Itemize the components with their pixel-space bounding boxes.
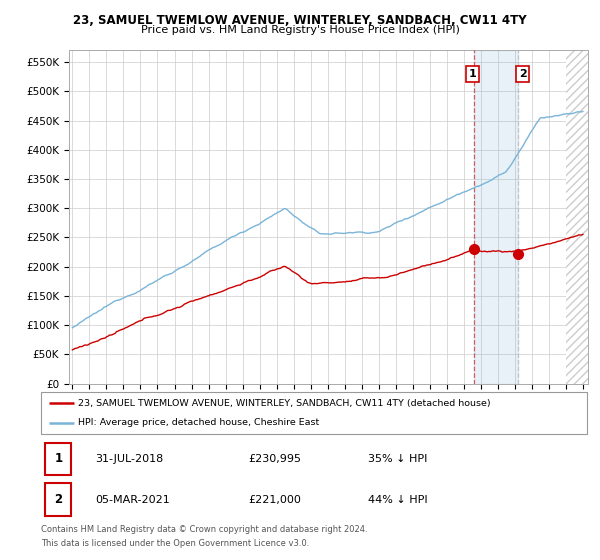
Text: 2: 2: [519, 69, 527, 79]
Text: 2: 2: [54, 493, 62, 506]
Text: 35% ↓ HPI: 35% ↓ HPI: [368, 454, 428, 464]
Text: £230,995: £230,995: [248, 454, 301, 464]
FancyBboxPatch shape: [45, 442, 71, 475]
FancyBboxPatch shape: [41, 392, 587, 434]
Text: 31-JUL-2018: 31-JUL-2018: [95, 454, 164, 464]
Text: 1: 1: [54, 452, 62, 465]
Text: This data is licensed under the Open Government Licence v3.0.: This data is licensed under the Open Gov…: [41, 539, 309, 548]
Bar: [473, 50, 518, 384]
Text: HPI: Average price, detached house, Cheshire East: HPI: Average price, detached house, Ches…: [78, 418, 319, 427]
Text: Contains HM Land Registry data © Crown copyright and database right 2024.: Contains HM Land Registry data © Crown c…: [41, 525, 367, 534]
Text: 23, SAMUEL TWEMLOW AVENUE, WINTERLEY, SANDBACH, CW11 4TY: 23, SAMUEL TWEMLOW AVENUE, WINTERLEY, SA…: [73, 14, 527, 27]
Text: 05-MAR-2021: 05-MAR-2021: [95, 494, 170, 505]
Text: 1: 1: [469, 69, 476, 79]
Text: 44% ↓ HPI: 44% ↓ HPI: [368, 494, 428, 505]
Text: 23, SAMUEL TWEMLOW AVENUE, WINTERLEY, SANDBACH, CW11 4TY (detached house): 23, SAMUEL TWEMLOW AVENUE, WINTERLEY, SA…: [78, 399, 491, 408]
Text: Price paid vs. HM Land Registry's House Price Index (HPI): Price paid vs. HM Land Registry's House …: [140, 25, 460, 35]
FancyBboxPatch shape: [45, 483, 71, 516]
Text: £221,000: £221,000: [248, 494, 301, 505]
